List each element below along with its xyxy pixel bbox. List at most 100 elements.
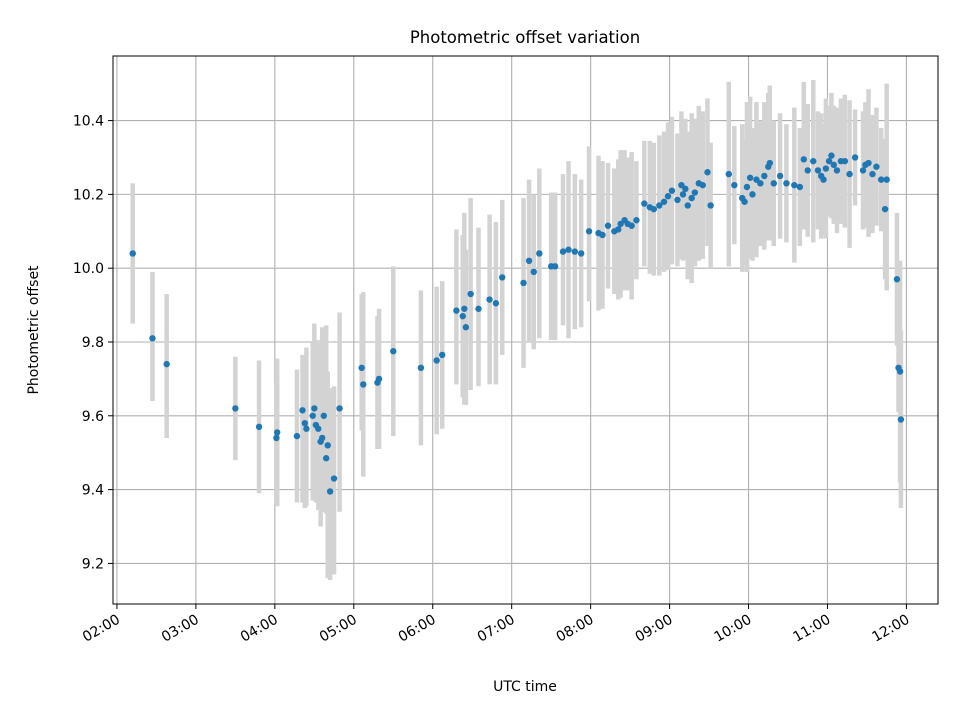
data-point [571,248,579,255]
data-point [668,187,676,194]
data-point [791,181,798,189]
data-point [656,202,663,209]
data-point [725,170,732,178]
data-point [859,167,867,174]
data-point [299,407,306,414]
data-point [439,351,446,359]
data-point [897,416,905,423]
chart-title: Photometric offset variation [410,28,640,47]
data-point [846,170,853,178]
data-point [129,250,136,257]
data-point [559,248,567,255]
data-point [461,305,468,312]
data-point [330,475,338,482]
data-point [551,263,559,270]
data-point [833,167,841,174]
data-point [453,307,460,314]
data-point [149,335,156,342]
data-point [877,176,885,183]
data-point [641,200,648,207]
data-point [699,181,706,189]
data-point [825,157,833,165]
data-point [873,163,880,170]
data-point [783,180,790,187]
data-point [674,196,681,204]
data-point [896,368,904,375]
data-point [841,157,849,165]
data-point [851,154,859,161]
data-point [800,156,807,163]
x-axis-label: UTC time [493,679,557,695]
data-point [830,161,837,169]
data-point [731,181,738,189]
data-point [525,257,533,265]
data-point [459,312,466,320]
data-point [499,274,506,281]
data-point [741,198,748,205]
data-point [492,300,500,307]
data-point [615,226,622,233]
data-point [688,194,695,202]
data-point [467,290,474,298]
data-point [883,176,890,183]
data-point [684,202,691,209]
data-point [633,217,640,224]
data-point [599,231,606,239]
data-point [319,434,326,442]
data-point [796,183,804,191]
y-tick-label: 9.2 [82,556,104,572]
data-point [336,405,343,412]
data-point [869,170,876,178]
y-axis-label: Photometric offset [26,265,42,395]
data-point [682,185,689,193]
data-point [660,198,668,205]
data-point [273,434,280,442]
data-point [704,169,711,176]
data-point [293,432,301,440]
data-point [360,381,367,388]
data-point [375,375,383,383]
data-point [309,412,316,419]
data-point [746,174,754,181]
data-point [881,205,889,213]
y-tick-label: 10.0 [73,261,104,277]
data-point [828,152,835,159]
data-point [390,348,397,355]
y-axis-ticks: 9.2 9.4 9.6 9.8 10.0 10.2 10.4 [73,114,113,572]
data-point [650,205,657,213]
data-point [604,222,612,229]
data-point [433,357,440,364]
data-point [743,183,751,191]
data-point [301,419,309,427]
data-point [303,425,310,432]
y-tick-label: 10.4 [73,114,104,130]
data-point [536,250,543,257]
data-point [320,412,327,419]
data-point [565,246,572,253]
y-tick-label: 9.4 [82,483,104,499]
data-point [749,191,756,198]
data-point [757,180,764,187]
data-point [893,276,901,283]
data-points [129,152,905,495]
data-point [822,165,830,172]
data-point [766,159,774,167]
data-point [804,167,811,174]
data-point [417,364,425,372]
data-point [664,193,672,200]
data-point [770,180,777,187]
y-tick-label: 9.6 [82,409,104,425]
data-point [311,405,318,412]
data-point [274,429,281,436]
data-point [585,228,593,235]
data-point [810,157,817,165]
data-point [679,191,687,198]
data-point [315,425,322,432]
data-point [691,189,699,196]
data-point [761,172,768,180]
data-point [326,488,334,495]
data-point [707,202,714,209]
data-point [530,268,537,276]
data-point [322,455,330,462]
data-point [577,250,585,257]
